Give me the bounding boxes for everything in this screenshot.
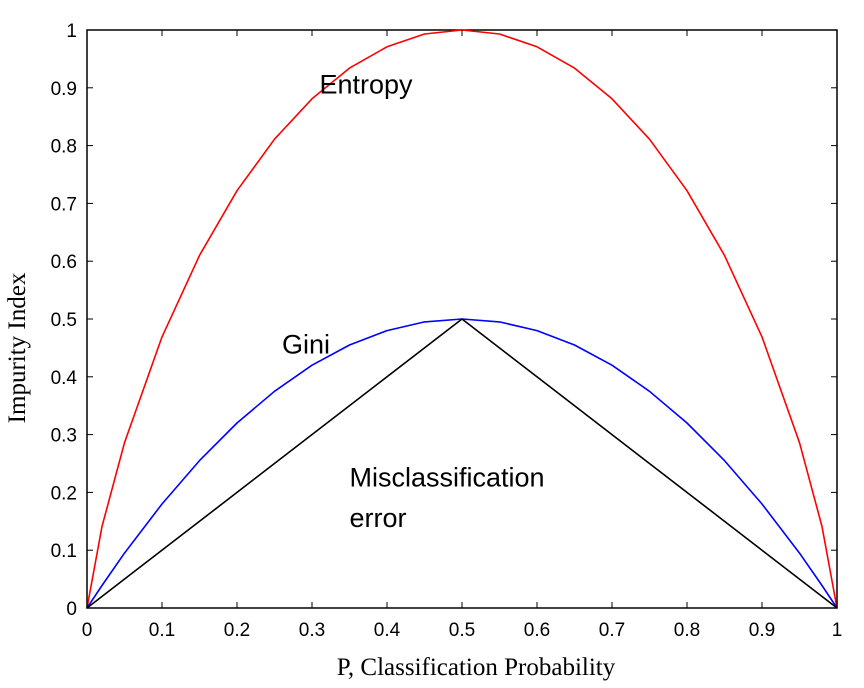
x-tick-label: 1 bbox=[832, 620, 843, 641]
y-tick-label: 0.8 bbox=[51, 137, 77, 158]
x-tick-label: 0.6 bbox=[524, 620, 550, 641]
y-tick-label: 0.5 bbox=[51, 310, 77, 331]
y-tick-label: 0.1 bbox=[51, 541, 77, 562]
y-tick-label: 0.3 bbox=[51, 426, 77, 447]
y-tick-label: 0 bbox=[66, 599, 77, 620]
x-tick-label: 0.7 bbox=[599, 620, 625, 641]
y-tick-label: 1 bbox=[66, 21, 77, 42]
x-tick-label: 0.5 bbox=[449, 620, 475, 641]
x-tick-label: 0.8 bbox=[674, 620, 700, 641]
x-tick-label: 0.9 bbox=[749, 620, 775, 641]
y-tick-label: 0.4 bbox=[51, 368, 78, 389]
x-tick-label: 0.1 bbox=[149, 620, 175, 641]
x-tick-label: 0.2 bbox=[224, 620, 250, 641]
tick-layer: 0 0.1 0.2 0.3 0.4 0.5 0.6 0.7 0.8 0.9 1 0 0.1 0.2 0.3 0… bbox=[51, 21, 843, 641]
annotation-layer: Entropy Gini Misclassification error bbox=[282, 70, 545, 534]
misclassification-annotation: Misclassification bbox=[350, 463, 545, 493]
y-tick-label: 0.7 bbox=[51, 194, 77, 215]
x-axis-label: P, Classification Probability bbox=[337, 654, 616, 681]
y-axis-label: Impurity Index bbox=[4, 272, 31, 423]
gini-annotation: Gini bbox=[282, 330, 330, 360]
entropy-annotation: Entropy bbox=[320, 70, 414, 100]
y-tick-label: 0.9 bbox=[51, 79, 77, 100]
x-tick-label: 0.4 bbox=[374, 620, 401, 641]
x-tick-label: 0 bbox=[82, 620, 93, 641]
x-tick-label: 0.3 bbox=[299, 620, 325, 641]
y-tick-label: 0.2 bbox=[51, 483, 77, 504]
y-tick-label: 0.6 bbox=[51, 252, 77, 273]
error-annotation: error bbox=[350, 503, 407, 533]
misclassification-error-curve bbox=[86, 318, 838, 609]
